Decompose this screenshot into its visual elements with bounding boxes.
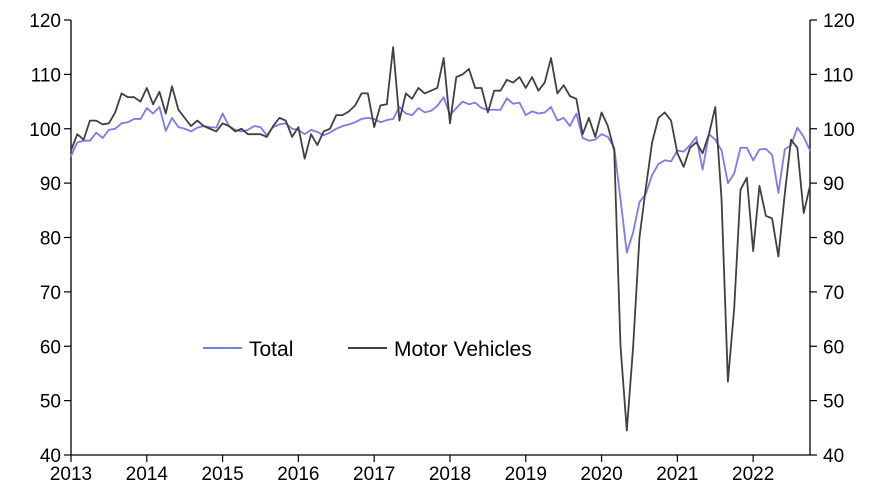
legend-label-motor-vehicles: Motor Vehicles — [394, 338, 532, 361]
y-tick-label-right: 40 — [823, 446, 844, 467]
x-tick-label: 2018 — [429, 464, 471, 485]
y-tick-label-right: 100 — [823, 120, 855, 141]
y-tick-label-right: 70 — [823, 283, 844, 304]
y-tick-label-right: 120 — [823, 11, 855, 32]
legend-label-total: Total — [249, 338, 293, 361]
y-tick-label-left: 80 — [40, 229, 61, 250]
y-tick-label-left: 110 — [31, 65, 61, 86]
y-tick-label-right: 90 — [823, 174, 844, 195]
x-tick-label: 2016 — [277, 464, 319, 485]
y-tick-label-left: 70 — [40, 283, 61, 304]
y-tick-label-right: 80 — [823, 229, 844, 250]
legend: Total Motor Vehicles — [203, 338, 532, 361]
axes — [70, 20, 811, 456]
x-tick-label: 2013 — [50, 464, 92, 485]
x-tick-label: 2019 — [505, 464, 547, 485]
y-tick-label-left: 40 — [40, 446, 61, 467]
x-tick-label: 2021 — [656, 464, 698, 485]
series-line-total — [70, 96, 811, 254]
y-tick-label-left: 100 — [29, 120, 61, 141]
y-tick-label-right: 50 — [823, 392, 844, 413]
y-tick-label-left: 60 — [40, 337, 61, 358]
y-tick-label-right: 110 — [823, 65, 853, 86]
x-tick-label: 2020 — [580, 464, 622, 485]
y-tick-label-left: 120 — [29, 11, 61, 32]
series-layer — [70, 46, 811, 432]
series-line-motor-vehicles — [70, 46, 811, 432]
x-tick-label: 2017 — [353, 464, 395, 485]
y-tick-label-right: 60 — [823, 337, 844, 358]
y-tick-label-left: 90 — [40, 174, 61, 195]
x-tick-label: 2014 — [126, 464, 169, 485]
x-tick-label: 2015 — [201, 464, 243, 485]
x-tick-label: 2022 — [732, 464, 774, 485]
y-tick-label-left: 50 — [40, 392, 61, 413]
ticks: 40 40 50 50 60 60 70 70 80 80 90 90 100 100 110 110 120 1… — [29, 11, 854, 485]
